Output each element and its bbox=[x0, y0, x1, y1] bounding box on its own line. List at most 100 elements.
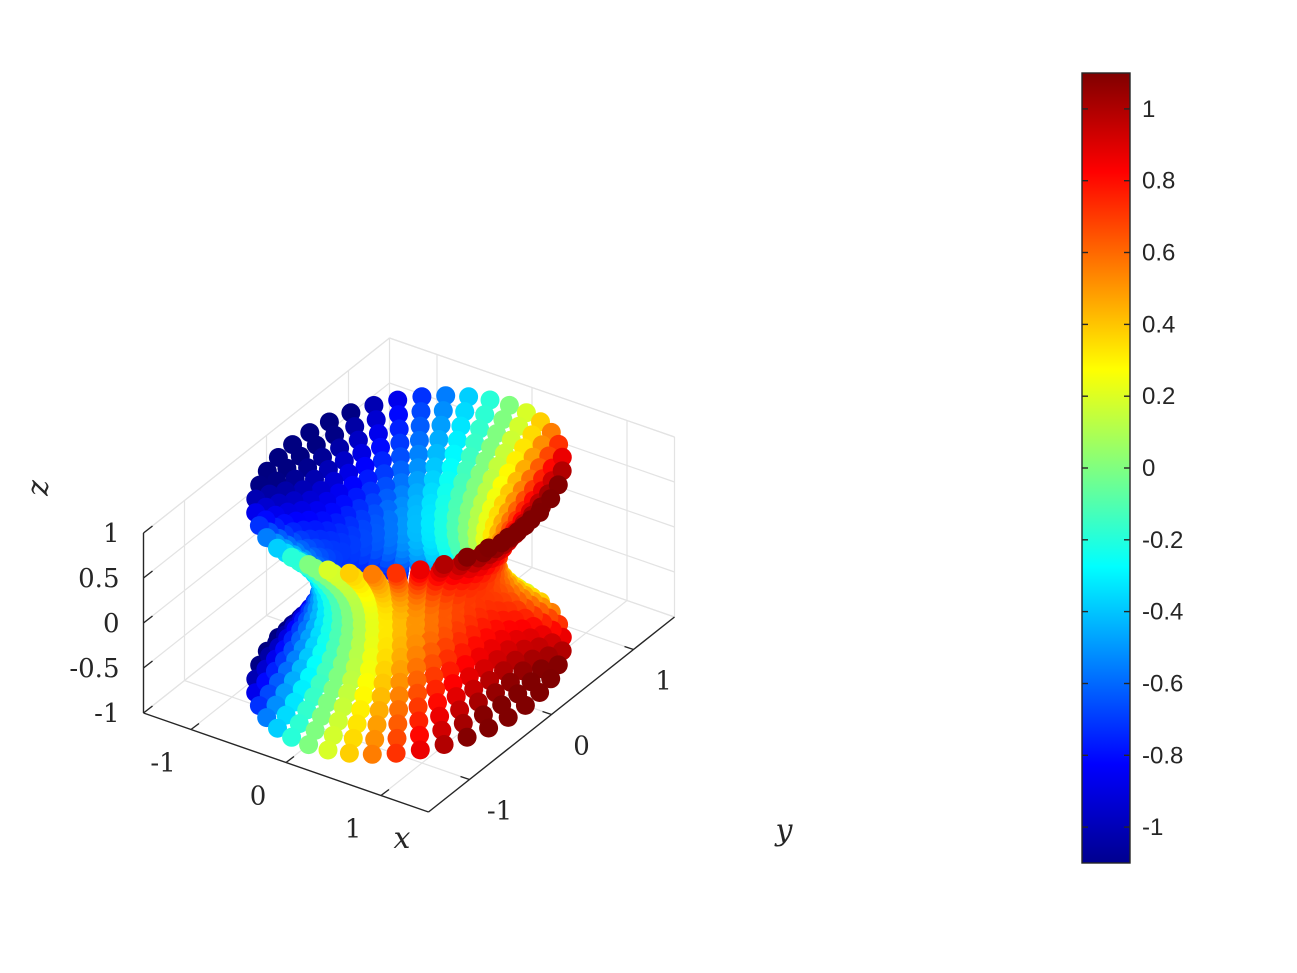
colorbar-tick-label: -0.8 bbox=[1142, 742, 1183, 769]
scatter-point bbox=[432, 720, 452, 740]
scatter-point bbox=[457, 547, 477, 567]
tick-labels: -1 -0.5 0 0.5 1 -1 0 1 -1 0 1 bbox=[69, 519, 671, 845]
scatter-point bbox=[436, 386, 456, 406]
y-tick-mark bbox=[542, 710, 552, 716]
box-edge bbox=[143, 337, 390, 534]
scatter-point bbox=[515, 695, 535, 715]
scatter-point bbox=[365, 729, 385, 749]
scatter-point bbox=[339, 743, 359, 763]
scatter-point bbox=[434, 735, 454, 754]
y-tick-label: -1 bbox=[487, 797, 512, 827]
scatter-point bbox=[408, 697, 428, 717]
scatter-point bbox=[282, 547, 302, 567]
scatter-point bbox=[390, 672, 410, 692]
colorbar-tick-label: -0.2 bbox=[1142, 527, 1183, 554]
y-tick-mark bbox=[624, 645, 634, 651]
z-tick-label: 0 bbox=[103, 609, 120, 639]
scatter-point bbox=[498, 527, 518, 547]
z-tick-mark bbox=[143, 570, 153, 579]
scatter-point bbox=[390, 433, 410, 453]
scatter-point bbox=[347, 714, 367, 734]
scatter-point bbox=[339, 563, 359, 583]
scatter-point bbox=[459, 387, 479, 407]
x-tick-label: 1 bbox=[345, 815, 362, 845]
scatter-point bbox=[407, 670, 427, 690]
scatter-point bbox=[410, 416, 430, 436]
colorbar-tick-label: -0.6 bbox=[1142, 671, 1183, 698]
scatter-point bbox=[430, 706, 450, 726]
scatter-point bbox=[369, 701, 389, 720]
scatter-point bbox=[305, 720, 325, 740]
scatter-point bbox=[386, 743, 406, 763]
scatter-point bbox=[364, 396, 384, 415]
axes-box bbox=[142, 525, 675, 813]
scatter-point bbox=[455, 402, 475, 422]
scatter-point bbox=[548, 475, 568, 495]
scatter-point bbox=[366, 410, 386, 430]
colorbar-tick-label: 0.4 bbox=[1142, 311, 1175, 338]
colorbar-ticks: 1 0.8 0.6 0.4 0.2 0 -0.2 -0.4 -0.6 -0.8 -1 bbox=[1082, 96, 1183, 841]
scatter-point bbox=[475, 405, 495, 425]
z-tick-label: -1 bbox=[94, 699, 119, 729]
scatter-point bbox=[412, 387, 432, 407]
scatter-point bbox=[389, 405, 408, 425]
scatter-point bbox=[410, 560, 430, 580]
scatter-point bbox=[479, 718, 499, 738]
colorbar-tick-label: 0 bbox=[1142, 455, 1155, 482]
scatter-point bbox=[409, 430, 429, 450]
scatter-point bbox=[431, 415, 451, 435]
y-tick-label: 1 bbox=[655, 667, 672, 697]
scatter-point bbox=[480, 390, 500, 410]
x-tick-label: 0 bbox=[250, 782, 267, 812]
x-tick-mark bbox=[285, 755, 295, 764]
scatter-point bbox=[282, 727, 302, 747]
z-tick-label: 1 bbox=[103, 519, 120, 549]
x-axis-label: x bbox=[394, 821, 411, 856]
scatter-point bbox=[411, 402, 431, 422]
y-tick-mark bbox=[460, 775, 470, 781]
scatter-point bbox=[499, 395, 519, 415]
scatter-point bbox=[408, 683, 427, 703]
scatter-point bbox=[367, 715, 387, 735]
scatter-point bbox=[429, 430, 449, 449]
y-tick-label: 0 bbox=[573, 732, 590, 762]
scatter-point bbox=[388, 714, 408, 734]
z-tick-mark bbox=[143, 660, 153, 669]
scatter-point bbox=[433, 401, 453, 421]
colorbar-tick-label: 0.8 bbox=[1142, 168, 1175, 195]
y-axis-label: y bbox=[774, 813, 794, 848]
scatter-point bbox=[552, 447, 572, 467]
z-tick-mark bbox=[143, 615, 153, 624]
scatter-point bbox=[318, 560, 338, 580]
scatter-point bbox=[530, 683, 550, 702]
scatter-point bbox=[541, 669, 561, 689]
colorbar-tick-label: -1 bbox=[1142, 814, 1163, 841]
scatter-point bbox=[299, 555, 319, 575]
z-tick-label: -0.5 bbox=[69, 654, 119, 684]
scatter-point bbox=[548, 655, 568, 675]
colorbar-gradient bbox=[1081, 72, 1131, 864]
scatter-point bbox=[386, 563, 406, 583]
scatter-point bbox=[409, 444, 429, 464]
colorbar-tick-label: 1 bbox=[1142, 96, 1155, 123]
scatter-point bbox=[389, 700, 409, 720]
scatter-point bbox=[268, 538, 287, 558]
scatter-point bbox=[268, 718, 287, 738]
scatter-point bbox=[498, 707, 518, 727]
z-tick-mark bbox=[143, 705, 153, 714]
box-edge bbox=[389, 337, 675, 438]
scatter-point bbox=[351, 700, 371, 720]
colorbar-tick-label: 0.2 bbox=[1142, 383, 1175, 410]
scatter-point bbox=[391, 447, 410, 467]
scatter-point bbox=[389, 419, 409, 439]
scatter-point bbox=[515, 515, 535, 535]
scatter-point bbox=[406, 514, 426, 534]
scatter-point bbox=[410, 725, 429, 745]
scatter-point bbox=[409, 711, 429, 731]
z-tick-mark bbox=[143, 525, 153, 534]
scatter-point bbox=[389, 686, 409, 706]
scatter-point bbox=[343, 728, 363, 748]
scatter-point bbox=[388, 390, 408, 410]
scatter-point bbox=[387, 728, 407, 748]
scatter-point bbox=[318, 740, 338, 760]
